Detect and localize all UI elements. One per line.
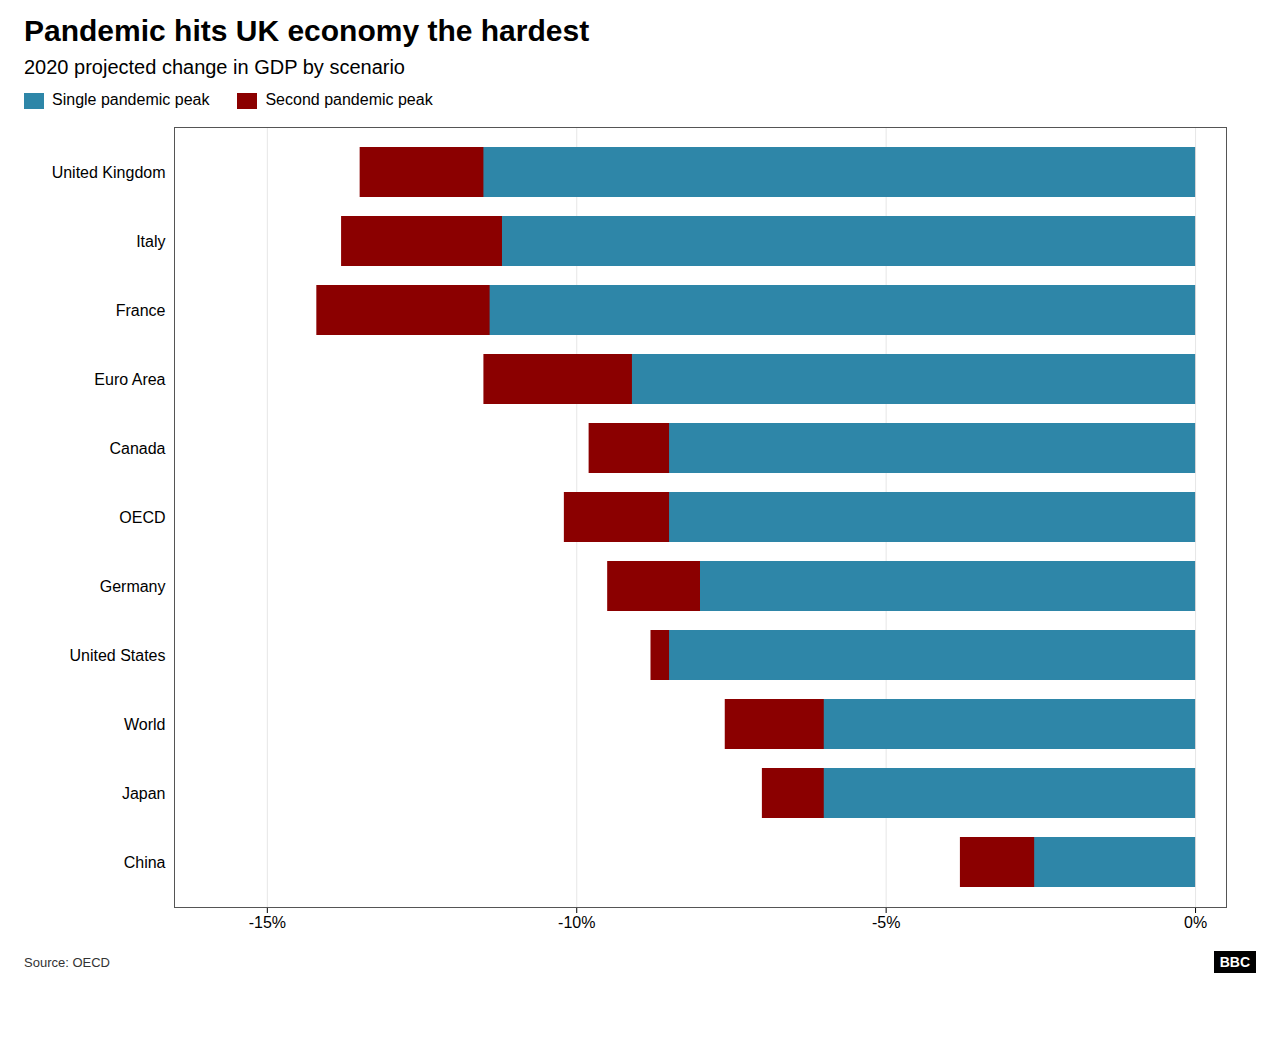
svg-text:Italy: Italy (136, 233, 165, 250)
svg-text:OECD: OECD (119, 509, 165, 526)
svg-text:United Kingdom: United Kingdom (52, 164, 166, 181)
svg-text:Canada: Canada (109, 440, 165, 457)
svg-text:World: World (124, 716, 166, 733)
svg-text:United States: United States (69, 647, 165, 664)
svg-text:France: France (116, 302, 166, 319)
svg-text:Euro Area: Euro Area (94, 371, 165, 388)
svg-text:-10%: -10% (558, 914, 595, 931)
html-text:BBC: BBC (1219, 954, 1250, 970)
svg-text:-5%: -5% (872, 914, 900, 931)
svg-text:0%: 0% (1184, 914, 1207, 931)
svg-text:-15%: -15% (249, 914, 286, 931)
html-text:Pandemic hits UK economy the h: Pandemic hits UK economy the hardest (24, 14, 590, 47)
html-text:Second pandemic peak: Second pandemic peak (265, 91, 433, 108)
svg-text:Japan: Japan (122, 785, 166, 802)
html-text:Source: OECD: Source: OECD (24, 954, 110, 970)
html-text:Single pandemic peak: Single pandemic peak (52, 91, 210, 108)
svg-text:Germany: Germany (100, 578, 166, 595)
svg-text:China: China (124, 854, 166, 871)
html-text:2020 projected change in GDP b: 2020 projected change in GDP by scenario (24, 56, 405, 78)
